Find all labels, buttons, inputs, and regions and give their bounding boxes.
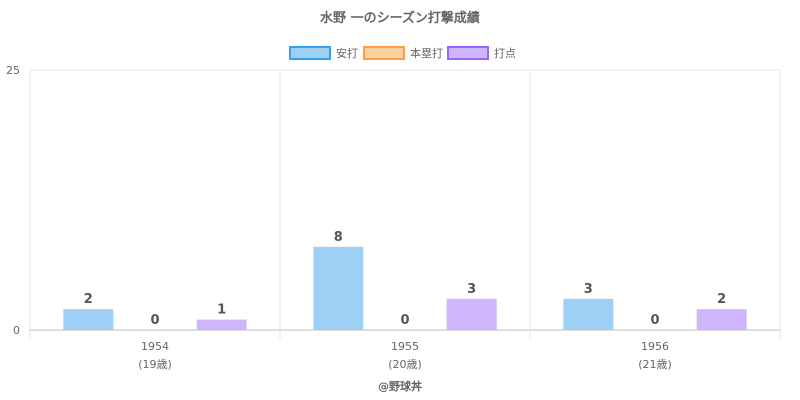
data-label: 2 — [717, 292, 726, 307]
credit-label: @野球丼 — [378, 379, 422, 393]
data-labels: 2 0 1 8 0 3 3 0 2 — [84, 230, 726, 328]
legend-label: 本塁打 — [410, 46, 443, 60]
data-label: 0 — [150, 313, 159, 328]
x-tick-sublabel: (19歳) — [138, 358, 172, 371]
y-tick-label: 25 — [6, 64, 20, 77]
bar-安打-1956 — [563, 298, 614, 330]
bar-安打-1955 — [313, 246, 364, 330]
legend-label: 打点 — [494, 46, 516, 60]
legend-item-1[interactable]: 安打 — [289, 46, 358, 60]
chart-legend[interactable]: 安打 本塁打 打点 — [289, 46, 516, 60]
x-tick-label: 1955 — [391, 340, 419, 353]
bars — [63, 246, 747, 330]
y-tick-label: 0 — [13, 324, 20, 337]
x-tick-sublabel: (21歳) — [638, 358, 672, 371]
y-axis: 0 25 — [6, 64, 20, 337]
bar-安打-1954 — [63, 309, 114, 330]
data-label: 2 — [84, 292, 93, 307]
legend-swatch — [289, 46, 331, 60]
x-tick-label: 1956 — [641, 340, 669, 353]
x-tick-sublabel: (20歳) — [388, 358, 422, 371]
bar-打点-1954 — [196, 319, 247, 330]
legend-swatch — [363, 46, 405, 60]
legend-label: 安打 — [336, 46, 358, 60]
legend-item-2[interactable]: 本塁打 — [363, 46, 443, 60]
data-label: 0 — [400, 313, 409, 328]
data-label: 3 — [584, 282, 593, 297]
data-label: 1 — [217, 303, 226, 318]
legend-item-3[interactable]: 打点 — [447, 46, 516, 60]
x-axis: 1954 (19歳) 1955 (20歳) 1956 (21歳) — [138, 340, 672, 371]
data-label: 3 — [467, 282, 476, 297]
bar-打点-1956 — [696, 309, 747, 330]
chart-title: 水野 一のシーズン打撃成績 — [320, 10, 480, 26]
bar-打点-1955 — [446, 298, 497, 330]
data-label: 0 — [650, 313, 659, 328]
grid-lines — [29, 69, 781, 340]
legend-swatch — [447, 46, 489, 60]
x-tick-label: 1954 — [141, 340, 169, 353]
data-label: 8 — [334, 230, 343, 245]
